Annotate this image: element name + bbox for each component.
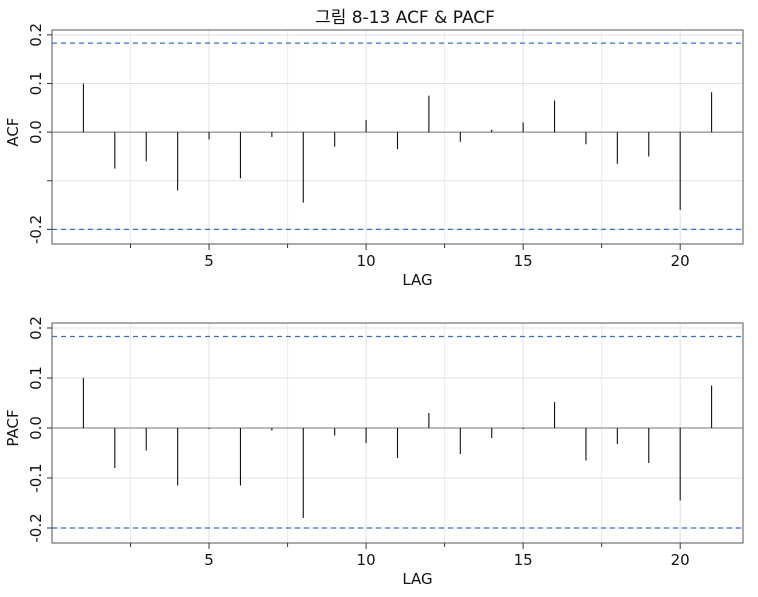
acf-panel: 5 10 15 20 -0.2 0.0 0.1 0.2 LAG ACF	[4, 23, 744, 289]
y-axis-label: ACF	[4, 118, 22, 147]
x-axis-label: LAG	[402, 570, 432, 588]
pacf-panel: 5 10 15 20 -0.2 -0.1 0.0 0.1 0.2 LAG PACF	[4, 316, 744, 588]
x-axis-label: LAG	[402, 271, 432, 289]
x-tick-label: 20	[671, 551, 690, 569]
x-tick-label: 5	[204, 252, 214, 270]
x-tick-label: 10	[357, 551, 376, 569]
figure-title: 그림 8-13 ACF & PACF	[315, 8, 495, 28]
y-axis-label: PACF	[4, 409, 22, 446]
y-tick-label: 0.2	[27, 316, 45, 340]
x-tick-label: 20	[671, 252, 690, 270]
y-tick-label: -0.2	[27, 513, 45, 542]
x-tick-label: 15	[514, 551, 533, 569]
y-tick-label: 0.1	[27, 366, 45, 390]
plot-frame	[51, 29, 744, 245]
y-tick-label: -0.2	[27, 215, 45, 244]
y-tick-label: 0.0	[27, 416, 45, 440]
x-tick-label: 5	[204, 551, 214, 569]
x-tick-label: 15	[514, 252, 533, 270]
y-tick-label: 0.0	[27, 120, 45, 144]
y-tick-label: 0.1	[27, 72, 45, 96]
y-tick-label: -0.1	[27, 463, 45, 492]
x-tick-label: 10	[357, 252, 376, 270]
y-tick-label: 0.2	[27, 23, 45, 47]
plot-frame	[51, 322, 744, 544]
